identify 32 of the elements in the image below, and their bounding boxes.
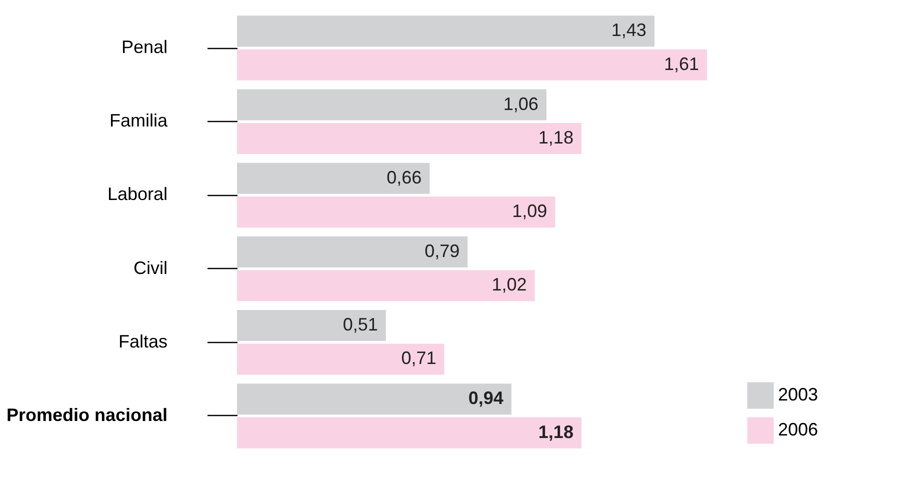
data-label: 1,43 — [611, 20, 646, 40]
y-tick-label: Penal — [121, 37, 168, 58]
data-label: 0,51 — [342, 314, 378, 335]
legend-label: 2006 — [778, 420, 818, 440]
data-label: 0,71 — [401, 348, 436, 368]
bar — [237, 16, 654, 47]
bar — [237, 417, 582, 448]
bar — [237, 122, 582, 154]
bar — [237, 270, 535, 302]
y-tick-label: Familia — [109, 110, 168, 131]
y-tick-label: Civil — [134, 258, 168, 278]
data-label: 1,09 — [512, 201, 548, 222]
bar — [237, 236, 468, 268]
data-label: 0,66 — [386, 167, 422, 188]
bar — [237, 89, 546, 120]
data-label: 0,94 — [468, 388, 504, 408]
bar — [237, 384, 512, 415]
y-tick-label: Laboral — [107, 184, 168, 204]
data-label: 0,79 — [424, 240, 460, 261]
data-label: 1,18 — [538, 422, 574, 442]
data-label: 1,06 — [503, 94, 538, 114]
data-label: 1,18 — [538, 127, 574, 148]
data-label: 1,61 — [664, 54, 699, 74]
bar — [237, 162, 430, 194]
y-tick-label: Promedio nacional — [6, 404, 168, 425]
bar — [237, 310, 386, 342]
bar — [237, 344, 444, 375]
bar — [237, 49, 707, 80]
y-tick-label: Faltas — [118, 331, 168, 352]
bar — [237, 196, 556, 228]
legend-label: 2003 — [778, 384, 818, 404]
data-label: 1,02 — [492, 274, 527, 295]
